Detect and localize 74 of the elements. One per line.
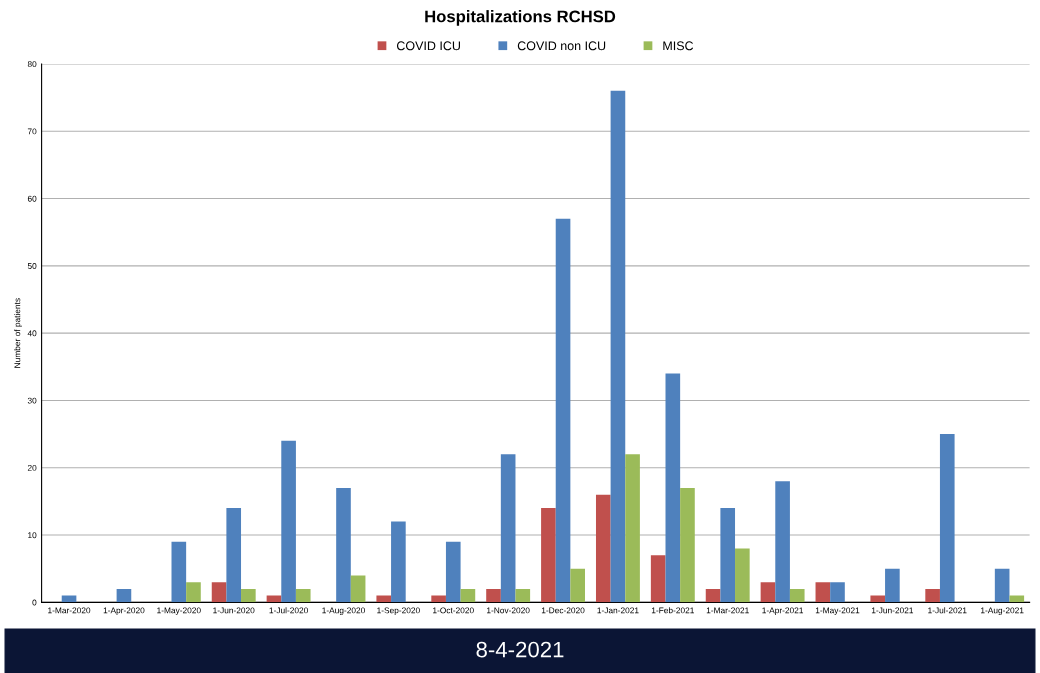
x-tick-label: 1-Mar-2020 <box>48 607 91 614</box>
x-tick-label: 1-Sep-2020 <box>377 607 420 615</box>
bar <box>680 487 695 603</box>
x-tick-label: 1-Jun-2021 <box>871 607 914 614</box>
bar <box>720 508 736 603</box>
bar <box>760 582 776 603</box>
y-tick-label: 30 <box>27 397 37 404</box>
bar <box>281 440 296 603</box>
bar <box>171 541 187 603</box>
bar <box>431 595 446 603</box>
x-tick-label: 1-Jan-2021 <box>597 607 639 614</box>
bar <box>555 218 571 603</box>
x-tick-label: 1-Aug-2021 <box>981 607 1024 615</box>
bar <box>486 588 501 603</box>
bar <box>815 582 831 603</box>
x-tick-label: 1-Oct-2020 <box>433 607 474 614</box>
y-tick-label: 10 <box>28 532 37 539</box>
bar <box>241 588 256 603</box>
bar <box>650 555 666 603</box>
bar <box>939 434 955 603</box>
x-tick-label: 1-Jul-2020 <box>269 607 308 614</box>
bar <box>870 595 886 603</box>
bar <box>460 588 476 603</box>
y-tick-label: 20 <box>27 464 37 471</box>
chart-title: Hospitalizations RCHSD <box>425 10 616 26</box>
x-tick-label: 1-Aug-2020 <box>322 607 365 615</box>
bar <box>885 568 900 603</box>
x-tick-label: 1-Jul-2021 <box>928 607 967 614</box>
bar <box>830 582 845 603</box>
bar <box>610 90 626 603</box>
bar <box>570 568 585 603</box>
text: 8-4-2021 <box>476 641 564 658</box>
legend-label: MISC <box>663 41 694 51</box>
bar <box>336 487 351 603</box>
bar <box>186 582 201 603</box>
legend-label: COVID ICU <box>396 41 460 51</box>
x-tick-label: 1-Dec-2020 <box>541 607 585 614</box>
bar <box>665 373 681 603</box>
bar <box>595 494 611 603</box>
bar <box>445 541 461 603</box>
bar <box>994 568 1010 603</box>
bar <box>541 508 556 603</box>
x-tick-label: 1-May-2020 <box>157 607 201 615</box>
bar <box>925 588 940 603</box>
bar <box>226 508 242 603</box>
y-tick-label: 70 <box>27 128 37 135</box>
x-tick-label: 1-Nov-2020 <box>487 607 530 614</box>
y-tick-label: 50 <box>27 263 37 269</box>
bar <box>775 481 790 603</box>
bar <box>735 548 750 603</box>
bar <box>705 588 721 603</box>
bar <box>295 588 311 603</box>
bar <box>515 588 531 603</box>
y-tick-label: 60 <box>27 195 37 202</box>
x-tick-label: 1-Apr-2020 <box>103 607 145 615</box>
bar <box>625 454 640 603</box>
bar <box>376 595 392 603</box>
y-tick-label: 0 <box>32 599 37 606</box>
bar <box>116 588 132 603</box>
bar <box>211 582 227 603</box>
bar <box>350 575 366 603</box>
bar <box>391 521 406 603</box>
x-tick-label: 1-Mar-2021 <box>706 607 749 614</box>
x-tick-label: 1-May-2021 <box>815 607 860 615</box>
x-tick-label: 1-Apr-2021 <box>762 607 804 615</box>
x-tick-label: 1-Jun-2020 <box>213 607 255 614</box>
y-tick-label: 80 <box>27 61 37 68</box>
legend-label: COVID non ICU <box>517 41 606 51</box>
bar <box>1009 595 1025 603</box>
y-axis-title: Number of patients <box>14 298 22 368</box>
x-tick-label: 1-Feb-2021 <box>651 607 694 614</box>
y-tick-label: 40 <box>27 330 37 337</box>
bar <box>789 588 805 603</box>
bar <box>500 454 516 603</box>
